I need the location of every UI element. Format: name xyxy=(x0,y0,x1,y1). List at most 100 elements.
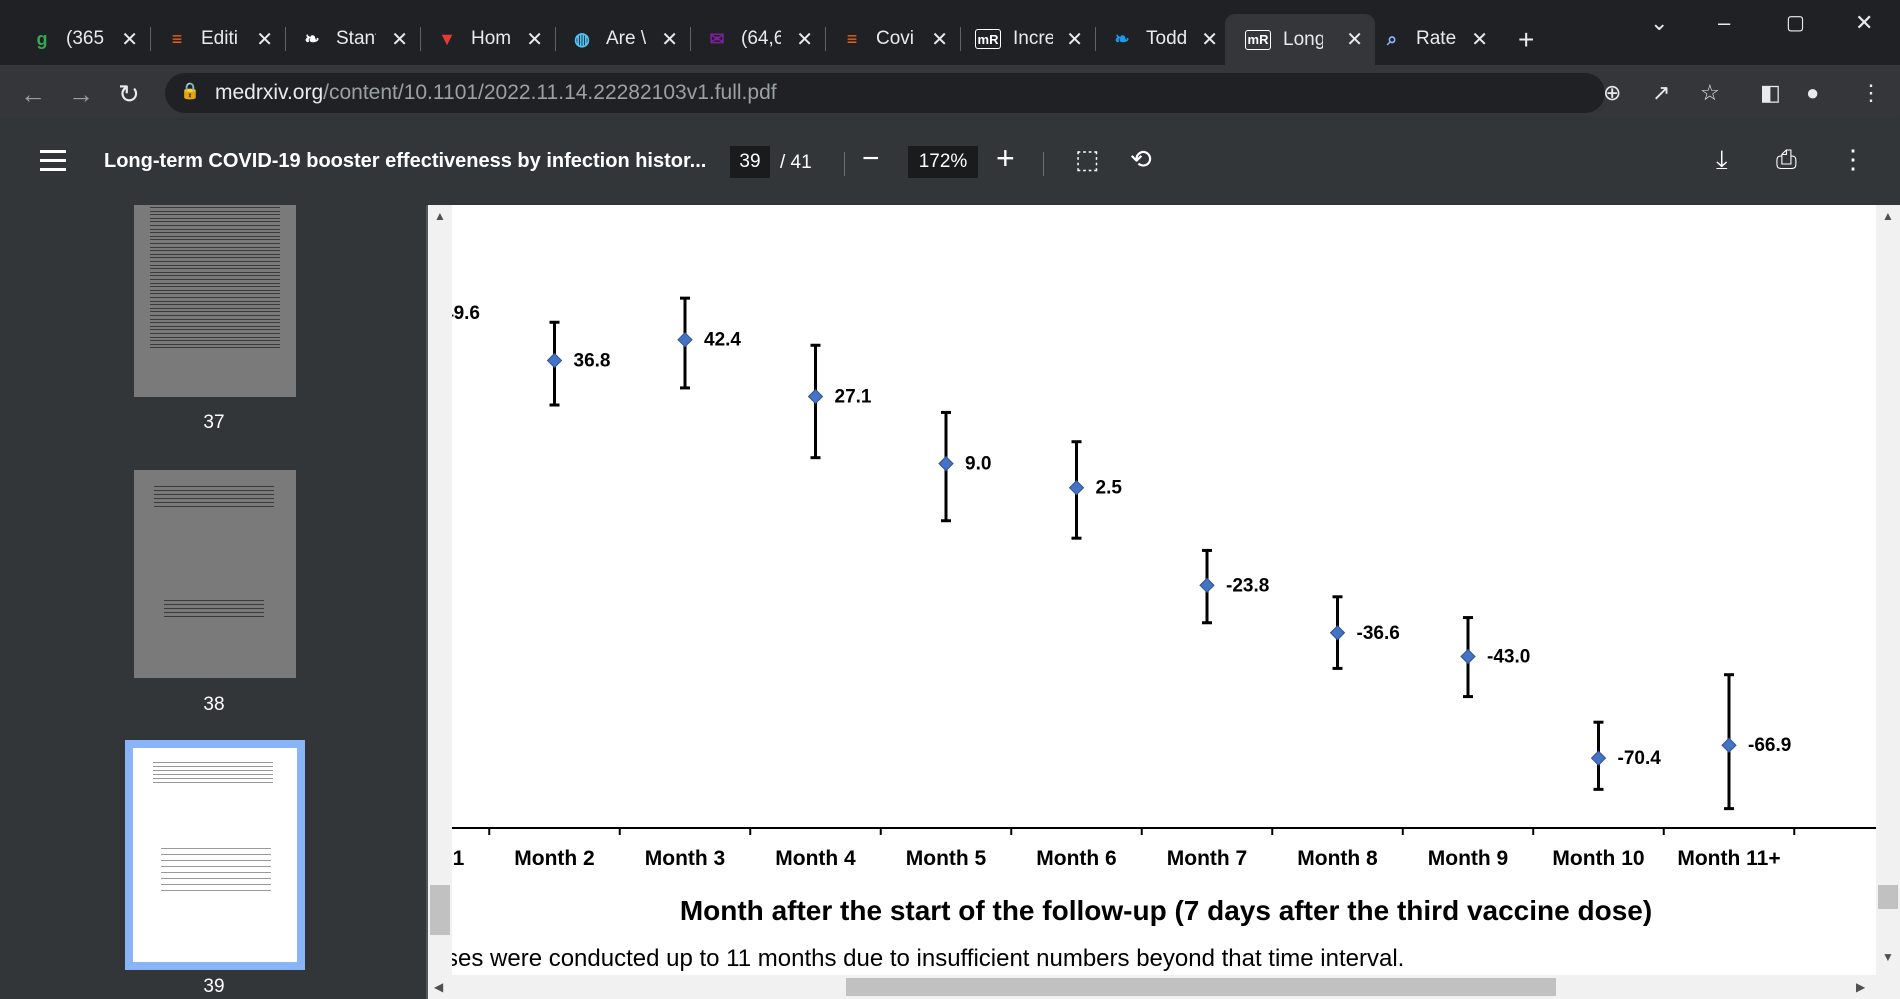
bookmark-star-icon[interactable]: ☆ xyxy=(1700,80,1720,105)
new-tab-button[interactable]: + xyxy=(1518,24,1535,55)
tab-title: Editi xyxy=(201,28,238,49)
data-label: -43.0 xyxy=(1487,647,1530,668)
browser-tab[interactable]: ≡ Editi ✕ xyxy=(155,20,285,58)
close-tab-icon[interactable]: ✕ xyxy=(931,29,948,51)
scroll-thumb[interactable] xyxy=(1878,885,1898,909)
zoom-icon[interactable]: ⊕ xyxy=(1603,80,1622,105)
home-icon: ▼ xyxy=(438,28,456,49)
browser-tab[interactable]: mR Long ✕ xyxy=(1225,14,1375,65)
page-thumbnail[interactable] xyxy=(134,205,296,397)
thumbnail-text-line xyxy=(150,228,280,230)
close-tab-icon[interactable]: ✕ xyxy=(256,29,273,51)
data-point xyxy=(1199,577,1215,594)
browser-tab[interactable]: mR Incre ✕ xyxy=(965,20,1095,58)
data-point xyxy=(807,388,824,405)
close-tab-icon[interactable]: ✕ xyxy=(1346,29,1363,51)
data-point xyxy=(677,331,693,348)
close-tab-icon[interactable]: ✕ xyxy=(661,29,678,51)
reload-icon[interactable]: ↻ xyxy=(118,79,140,109)
tab-separator xyxy=(150,27,151,51)
maximize-icon[interactable]: ▢ xyxy=(1786,12,1805,34)
horizontal-scrollbar[interactable]: ◀ ▶ xyxy=(428,975,1900,999)
more-options-icon[interactable]: ⋮ xyxy=(1840,144,1866,174)
tab-title: Todd xyxy=(1146,28,1186,49)
close-tab-icon[interactable]: ✕ xyxy=(1066,29,1083,51)
side-panel-icon[interactable]: ◧ xyxy=(1760,80,1781,105)
page-number-input[interactable]: 39 xyxy=(730,146,770,178)
rotate-icon[interactable]: ⟲ xyxy=(1130,144,1152,174)
zoom-in-button[interactable]: + xyxy=(996,140,1015,176)
close-window-icon[interactable]: ✕ xyxy=(1855,10,1874,35)
thumbnail-text-line xyxy=(161,878,271,879)
thumbnail-text-line xyxy=(161,884,271,885)
profile-icon[interactable]: ● xyxy=(1806,80,1820,105)
lock-icon[interactable]: 🔒 xyxy=(180,83,200,100)
close-tab-icon[interactable]: ✕ xyxy=(391,29,408,51)
tab-title: Hom xyxy=(471,28,511,49)
tab-search-icon[interactable]: ⌄ xyxy=(1650,10,1669,35)
scroll-left-arrow[interactable]: ◀ xyxy=(434,980,444,994)
thumbnail-page-number: 37 xyxy=(203,412,225,433)
medrxiv-icon: mR xyxy=(975,29,1001,49)
thumbnail-text-line xyxy=(153,782,273,783)
close-tab-icon[interactable]: ✕ xyxy=(121,29,138,51)
download-icon[interactable]: ⤓ xyxy=(1716,144,1728,174)
thumbnail-text-line xyxy=(150,343,280,345)
substack-icon: ≡ xyxy=(171,28,183,49)
left-scrollbar[interactable]: ▲ ▼ xyxy=(428,205,452,994)
scroll-up-arrow[interactable]: ▲ xyxy=(434,209,446,223)
minimize-icon[interactable]: – xyxy=(1718,10,1731,35)
browser-tab[interactable]: ⌕ Rate ✕ xyxy=(1370,20,1500,58)
scroll-thumb[interactable] xyxy=(846,978,1556,996)
thumbnail-text-line xyxy=(150,318,280,320)
tab-title: Are \ xyxy=(606,28,646,49)
thumbnail-text-line xyxy=(150,347,280,349)
thumbnail-text-line xyxy=(150,311,280,313)
data-point xyxy=(1460,648,1476,665)
url-text[interactable]: medrxiv.org/content/10.1101/2022.11.14.2… xyxy=(215,81,777,104)
browser-tab[interactable]: g (365 ✕ xyxy=(20,20,150,58)
page-thumbnail[interactable] xyxy=(134,470,296,678)
fit-page-icon[interactable]: ⬚ xyxy=(1075,144,1100,174)
substack-icon: ≡ xyxy=(846,28,858,49)
close-tab-icon[interactable]: ✕ xyxy=(1471,29,1488,51)
close-tab-icon[interactable]: ✕ xyxy=(796,29,813,51)
page-thumbnail-selected[interactable] xyxy=(125,740,305,970)
browser-tab[interactable]: ❧ Stanf ✕ xyxy=(290,20,420,58)
chrome-menu-icon[interactable]: ⋮ xyxy=(1860,80,1882,105)
browser-tab[interactable]: ◍ Are \ ✕ xyxy=(560,20,690,58)
menu-icon[interactable] xyxy=(40,150,66,172)
right-scrollbar[interactable]: ▲ ▼ xyxy=(1876,205,1900,975)
thumbnail-sidebar[interactable]: 37 38 39 xyxy=(0,205,426,999)
tab-title: (64,6 xyxy=(741,28,781,49)
close-tab-icon[interactable]: ✕ xyxy=(526,29,543,51)
browser-tab[interactable]: ❧ Todd ✕ xyxy=(1100,20,1230,58)
scroll-down-arrow[interactable]: ▼ xyxy=(1882,950,1894,964)
forward-icon[interactable]: → xyxy=(68,79,94,109)
thumbnail-text-line xyxy=(161,854,271,855)
share-icon[interactable]: ↗ xyxy=(1652,80,1671,105)
thumbnail-text-line xyxy=(150,282,280,284)
pdf-page: Month 1 Month 2 Month 3 Month 4 Month 5 Month… xyxy=(452,205,1880,975)
scroll-up-arrow[interactable]: ▲ xyxy=(1882,209,1894,223)
x-tick-label: Month 8 xyxy=(1297,847,1378,870)
tab-strip: g (365 ✕ ≡ Editi ✕ ❧ Stanf ✕ ▼ Hom ✕ ◍ Are \ ✕ ✉ (64,6 ✕ ≡… xyxy=(0,0,1900,65)
thumbnail-text-line xyxy=(150,307,280,309)
tab-title: Incre xyxy=(1013,28,1053,49)
browser-tab[interactable]: ▼ Hom ✕ xyxy=(425,20,555,58)
print-icon[interactable]: ⎙ xyxy=(1776,144,1797,174)
zoom-out-button[interactable]: − xyxy=(862,142,880,175)
x-tick-label: Month 4 xyxy=(775,847,856,870)
page-total: / 41 xyxy=(780,152,812,173)
scroll-right-arrow[interactable]: ▶ xyxy=(1856,980,1866,994)
back-icon[interactable]: ← xyxy=(20,79,46,109)
address-bar[interactable] xyxy=(165,73,1605,113)
data-point xyxy=(1329,625,1346,641)
thumbnail-text-line xyxy=(150,315,280,316)
thumbnail-text-line xyxy=(150,253,280,255)
scroll-thumb[interactable] xyxy=(430,885,450,935)
browser-tab[interactable]: ≡ Covi ✕ xyxy=(830,20,960,58)
zoom-level-input[interactable]: 172% xyxy=(908,146,978,178)
close-tab-icon[interactable]: ✕ xyxy=(1201,29,1218,51)
browser-tab[interactable]: ✉ (64,6 ✕ xyxy=(695,20,825,58)
